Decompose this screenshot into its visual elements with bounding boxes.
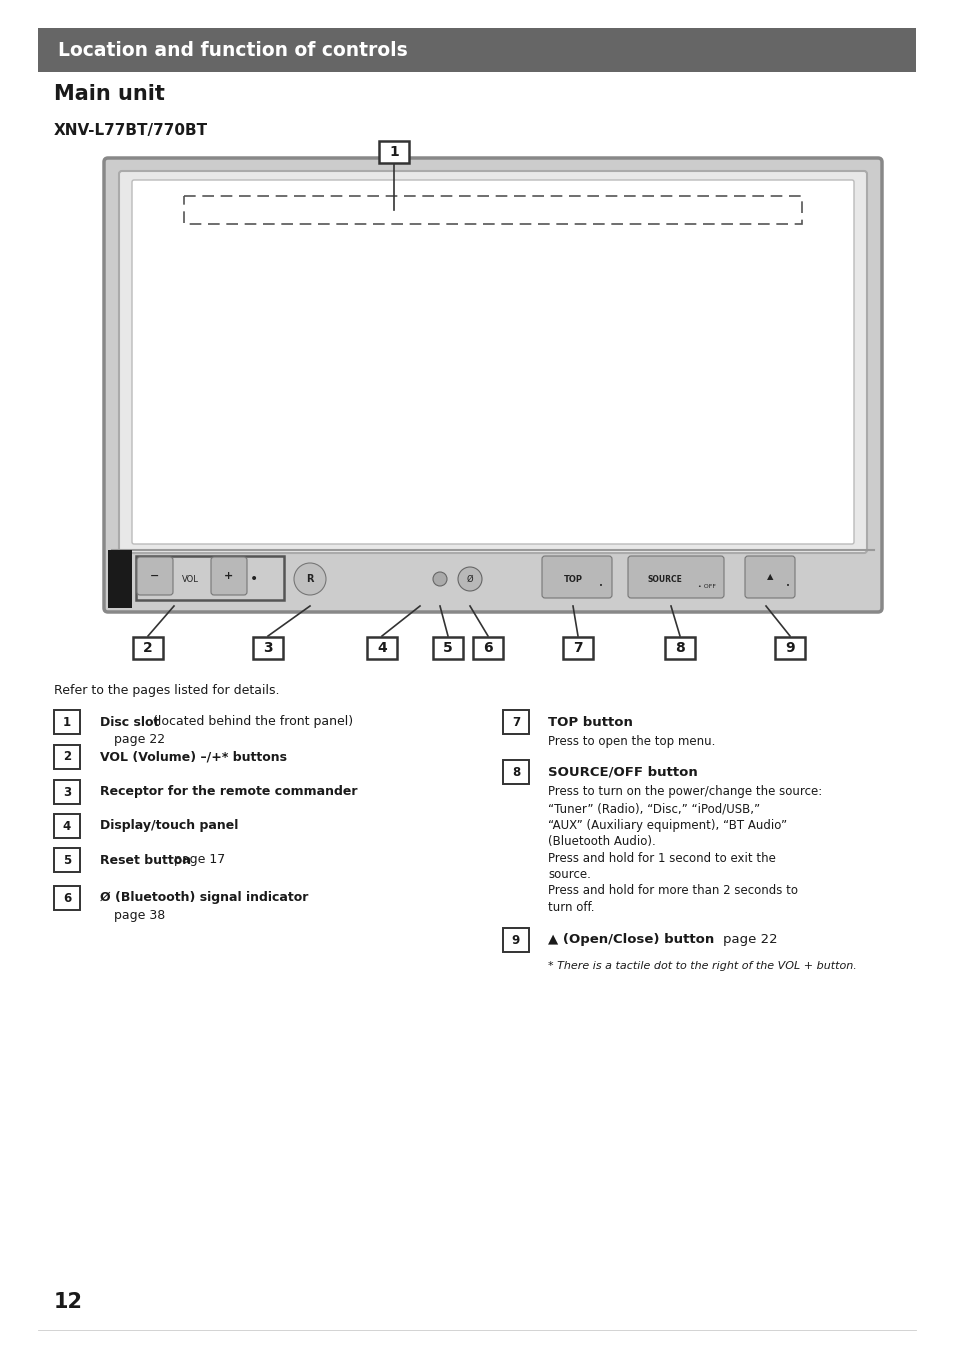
Text: •: • bbox=[785, 583, 789, 589]
Text: page 17: page 17 bbox=[166, 853, 225, 867]
Text: 2: 2 bbox=[143, 641, 152, 654]
FancyBboxPatch shape bbox=[38, 28, 915, 72]
FancyBboxPatch shape bbox=[54, 886, 80, 910]
Circle shape bbox=[294, 562, 326, 595]
Text: “Tuner” (Radio), “Disc,” “iPod/USB,”: “Tuner” (Radio), “Disc,” “iPod/USB,” bbox=[547, 802, 760, 815]
Text: SOURCE: SOURCE bbox=[647, 575, 681, 584]
Text: Refer to the pages listed for details.: Refer to the pages listed for details. bbox=[54, 684, 279, 698]
FancyBboxPatch shape bbox=[104, 158, 882, 612]
FancyBboxPatch shape bbox=[54, 710, 80, 734]
Text: VOL: VOL bbox=[181, 575, 198, 584]
Text: VOL (Volume) –/+* buttons: VOL (Volume) –/+* buttons bbox=[100, 750, 287, 764]
Text: Main unit: Main unit bbox=[54, 84, 165, 104]
Text: 8: 8 bbox=[512, 765, 519, 779]
FancyBboxPatch shape bbox=[54, 745, 80, 769]
Text: 4: 4 bbox=[376, 641, 387, 654]
FancyBboxPatch shape bbox=[108, 550, 132, 608]
FancyBboxPatch shape bbox=[433, 637, 462, 658]
FancyBboxPatch shape bbox=[211, 557, 247, 595]
Text: −: − bbox=[151, 571, 159, 581]
Text: ▲: ▲ bbox=[766, 572, 773, 581]
FancyBboxPatch shape bbox=[774, 637, 804, 658]
Text: •: • bbox=[598, 583, 602, 589]
FancyBboxPatch shape bbox=[253, 637, 283, 658]
FancyBboxPatch shape bbox=[541, 556, 612, 598]
FancyBboxPatch shape bbox=[54, 780, 80, 804]
Text: 3: 3 bbox=[63, 786, 71, 799]
FancyBboxPatch shape bbox=[137, 557, 172, 595]
Text: Reset button: Reset button bbox=[100, 853, 191, 867]
Text: 5: 5 bbox=[442, 641, 453, 654]
FancyBboxPatch shape bbox=[502, 710, 529, 734]
FancyBboxPatch shape bbox=[367, 637, 396, 658]
Text: 6: 6 bbox=[482, 641, 493, 654]
Text: Press and hold for 1 second to exit the: Press and hold for 1 second to exit the bbox=[547, 852, 775, 864]
Text: page 22: page 22 bbox=[722, 933, 777, 946]
Text: 12: 12 bbox=[54, 1293, 83, 1311]
FancyBboxPatch shape bbox=[132, 637, 163, 658]
FancyBboxPatch shape bbox=[664, 637, 695, 658]
Text: 6: 6 bbox=[63, 891, 71, 904]
FancyBboxPatch shape bbox=[473, 637, 502, 658]
FancyBboxPatch shape bbox=[502, 927, 529, 952]
Text: page 38: page 38 bbox=[113, 910, 165, 922]
FancyBboxPatch shape bbox=[627, 556, 723, 598]
FancyBboxPatch shape bbox=[562, 637, 593, 658]
Text: Ø (Bluetooth) signal indicator: Ø (Bluetooth) signal indicator bbox=[100, 891, 308, 904]
FancyBboxPatch shape bbox=[378, 141, 409, 164]
Text: •: • bbox=[250, 572, 258, 585]
Text: 7: 7 bbox=[512, 715, 519, 729]
FancyBboxPatch shape bbox=[132, 180, 853, 544]
Text: Press and hold for more than 2 seconds to: Press and hold for more than 2 seconds t… bbox=[547, 884, 797, 898]
Text: “AUX” (Auxiliary equipment), “BT Audio”: “AUX” (Auxiliary equipment), “BT Audio” bbox=[547, 818, 786, 831]
Text: 3: 3 bbox=[263, 641, 273, 654]
Text: 7: 7 bbox=[573, 641, 582, 654]
Text: 9: 9 bbox=[512, 933, 519, 946]
Text: (Bluetooth Audio).: (Bluetooth Audio). bbox=[547, 836, 655, 848]
Text: 5: 5 bbox=[63, 853, 71, 867]
Text: 8: 8 bbox=[675, 641, 684, 654]
Text: SOURCE/OFF button: SOURCE/OFF button bbox=[547, 765, 697, 779]
Text: XNV-L77BT/770BT: XNV-L77BT/770BT bbox=[54, 123, 208, 138]
Text: 1: 1 bbox=[63, 715, 71, 729]
Text: turn off.: turn off. bbox=[547, 900, 594, 914]
Text: 2: 2 bbox=[63, 750, 71, 764]
Circle shape bbox=[457, 566, 481, 591]
Text: (located behind the front panel): (located behind the front panel) bbox=[150, 715, 354, 729]
Text: R: R bbox=[306, 575, 314, 584]
Text: • OFF: • OFF bbox=[698, 584, 716, 588]
Text: 9: 9 bbox=[784, 641, 794, 654]
FancyBboxPatch shape bbox=[502, 760, 529, 784]
Text: Receptor for the remote commander: Receptor for the remote commander bbox=[100, 786, 357, 799]
Text: Location and function of controls: Location and function of controls bbox=[58, 41, 407, 59]
FancyBboxPatch shape bbox=[54, 814, 80, 838]
Text: Ø: Ø bbox=[466, 575, 473, 584]
Text: Disc slot: Disc slot bbox=[100, 715, 159, 729]
Text: TOP: TOP bbox=[563, 575, 582, 584]
Text: * There is a tactile dot to the right of the VOL + button.: * There is a tactile dot to the right of… bbox=[547, 961, 856, 971]
Text: 4: 4 bbox=[63, 819, 71, 833]
Text: Press to open the top menu.: Press to open the top menu. bbox=[547, 735, 715, 749]
FancyBboxPatch shape bbox=[54, 848, 80, 872]
Text: ▲ (Open/Close) button: ▲ (Open/Close) button bbox=[547, 933, 714, 946]
Text: TOP button: TOP button bbox=[547, 715, 632, 729]
Text: 1: 1 bbox=[389, 145, 398, 160]
Circle shape bbox=[433, 572, 447, 585]
Text: Display/touch panel: Display/touch panel bbox=[100, 819, 238, 833]
Text: page 22: page 22 bbox=[113, 734, 165, 746]
Text: source.: source. bbox=[547, 868, 590, 882]
FancyBboxPatch shape bbox=[744, 556, 794, 598]
Text: +: + bbox=[224, 571, 233, 581]
FancyBboxPatch shape bbox=[119, 170, 866, 553]
Text: Press to turn on the power/change the source:: Press to turn on the power/change the so… bbox=[547, 786, 821, 799]
